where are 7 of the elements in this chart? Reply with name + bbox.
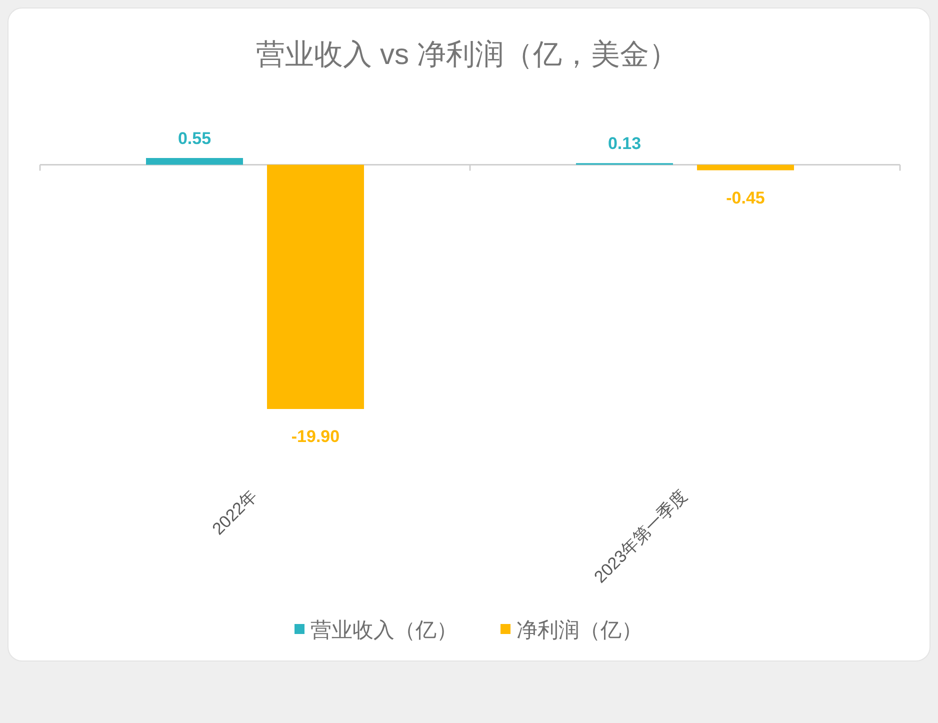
- data-label: 0.55: [178, 129, 212, 148]
- legend-label: 营业收入（亿）: [310, 619, 458, 642]
- title: 营业收入 vs 净利润（亿，美金）: [256, 39, 678, 71]
- data-label: 0.13: [608, 134, 642, 154]
- data-label: -19.90: [291, 427, 340, 446]
- data-label: -0.45: [726, 188, 765, 208]
- legend-label: 净利润（亿）: [516, 619, 642, 642]
